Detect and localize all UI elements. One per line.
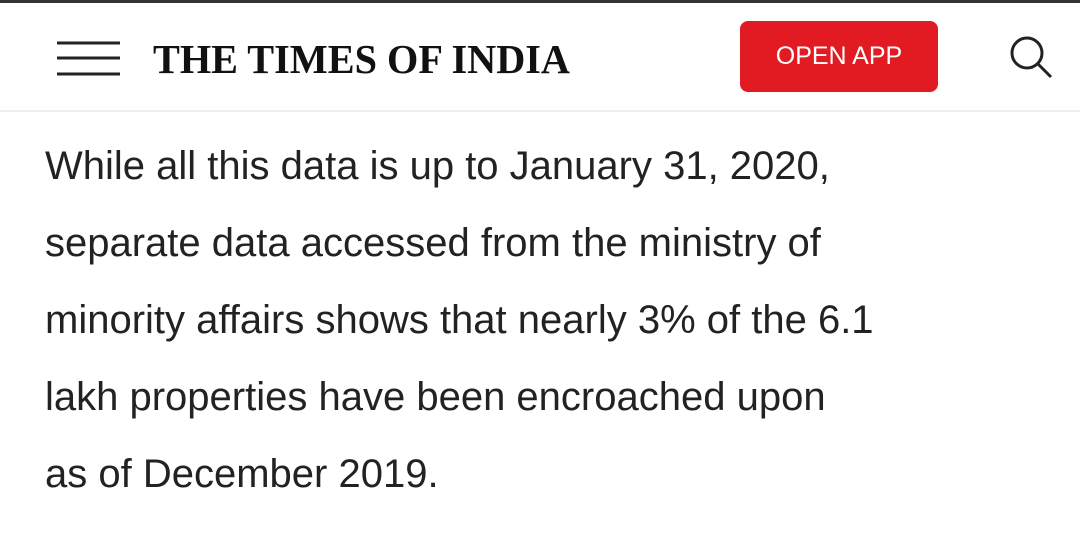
site-title[interactable]: THE TIMES OF INDIA bbox=[153, 36, 570, 82]
top-border bbox=[0, 0, 1080, 3]
text-line: minority affairs shows that nearly 3% of… bbox=[45, 298, 874, 342]
text-line: as of December 2019. bbox=[45, 452, 439, 496]
article-paragraph: While all this data is up to January 31,… bbox=[45, 128, 1055, 513]
text-line: separate data accessed from the ministry… bbox=[45, 221, 821, 265]
open-app-button[interactable]: OPEN APP bbox=[740, 21, 938, 92]
menu-icon[interactable] bbox=[57, 41, 120, 76]
search-icon[interactable] bbox=[1010, 36, 1053, 79]
header: THE TIMES OF INDIA OPEN APP bbox=[0, 3, 1080, 112]
text-line: lakh properties have been encroached upo… bbox=[45, 375, 826, 419]
text-line: While all this data is up to January 31,… bbox=[45, 144, 830, 188]
header-graphics: THE TIMES OF INDIA bbox=[57, 36, 1053, 82]
